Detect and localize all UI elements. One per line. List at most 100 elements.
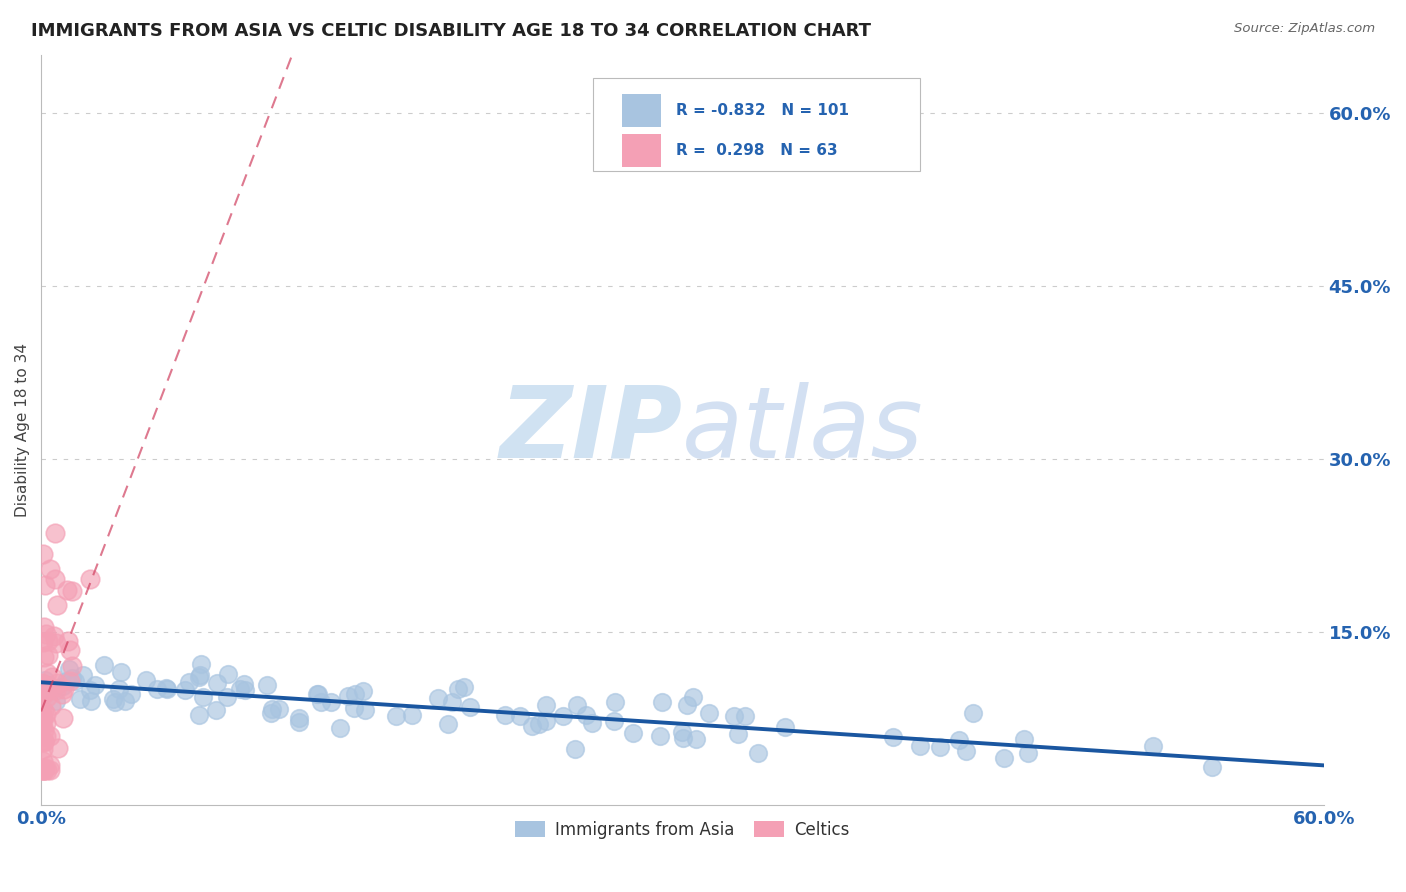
- Point: [1142, 739, 1164, 753]
- Point: [62, 671, 84, 685]
- Point: [55, 673, 77, 688]
- Point: [307, 687, 329, 701]
- Point: [38, 764, 60, 778]
- Point: [80, 694, 103, 708]
- Point: [446, 681, 468, 696]
- Point: [156, 682, 179, 697]
- Point: [603, 714, 626, 728]
- Point: [31, 676, 53, 690]
- Point: [56, 583, 79, 598]
- Point: [575, 707, 598, 722]
- Point: [46, 676, 69, 690]
- Point: [534, 714, 557, 729]
- Point: [45, 694, 67, 708]
- Point: [51, 687, 73, 701]
- Point: [205, 675, 228, 690]
- Point: [344, 687, 367, 701]
- Point: [993, 751, 1015, 765]
- Point: [747, 747, 769, 761]
- Point: [233, 682, 256, 697]
- Point: [910, 739, 932, 753]
- Point: [135, 673, 157, 687]
- Point: [53, 682, 76, 697]
- Point: [45, 636, 67, 650]
- Point: [337, 690, 360, 704]
- Text: ZIP: ZIP: [499, 382, 682, 479]
- Point: [353, 703, 375, 717]
- Point: [672, 731, 695, 745]
- Point: [60, 584, 83, 599]
- Text: R =  0.298   N = 63: R = 0.298 N = 63: [676, 143, 838, 158]
- Point: [928, 739, 950, 754]
- Point: [682, 690, 704, 705]
- Text: Source: ZipAtlas.com: Source: ZipAtlas.com: [1234, 22, 1375, 36]
- Point: [32, 764, 55, 778]
- Point: [509, 708, 531, 723]
- Point: [32, 723, 55, 737]
- Point: [188, 708, 211, 723]
- Point: [35, 681, 58, 696]
- Point: [35, 716, 58, 731]
- Point: [187, 670, 209, 684]
- Point: [31, 719, 53, 733]
- Point: [256, 678, 278, 692]
- Point: [32, 764, 55, 778]
- Point: [697, 706, 720, 721]
- Point: [32, 734, 55, 748]
- Point: [32, 682, 55, 697]
- Point: [93, 658, 115, 673]
- Point: [494, 708, 516, 723]
- Point: [39, 562, 62, 576]
- Point: [37, 690, 59, 704]
- Point: [955, 744, 977, 758]
- Point: [671, 725, 693, 739]
- Point: [34, 673, 56, 687]
- Point: [727, 727, 749, 741]
- Point: [401, 707, 423, 722]
- Point: [321, 695, 343, 709]
- Point: [193, 690, 215, 705]
- Point: [564, 742, 586, 756]
- Point: [453, 680, 475, 694]
- Point: [34, 578, 56, 592]
- Point: [651, 695, 673, 709]
- Point: [262, 702, 284, 716]
- Text: atlas: atlas: [682, 382, 924, 479]
- Point: [215, 690, 238, 704]
- Point: [46, 741, 69, 756]
- Point: [35, 729, 58, 743]
- Point: [60, 658, 83, 673]
- Point: [305, 688, 328, 702]
- Point: [110, 665, 132, 679]
- Point: [69, 691, 91, 706]
- Point: [120, 688, 142, 702]
- Point: [39, 698, 62, 713]
- Point: [37, 648, 59, 663]
- Point: [59, 674, 82, 689]
- Point: [108, 682, 131, 697]
- Point: [104, 695, 127, 709]
- Point: [1012, 731, 1035, 746]
- Point: [31, 547, 53, 561]
- Point: [32, 650, 55, 665]
- Point: [32, 713, 55, 727]
- Point: [59, 643, 82, 657]
- Point: [72, 668, 94, 682]
- Point: [734, 708, 756, 723]
- Point: [52, 711, 75, 725]
- Point: [44, 628, 66, 642]
- Point: [32, 635, 55, 649]
- Point: [63, 673, 86, 688]
- Point: [621, 726, 644, 740]
- Point: [45, 598, 67, 612]
- Point: [56, 633, 79, 648]
- Point: [31, 712, 53, 726]
- Bar: [621, 95, 661, 127]
- Point: [565, 698, 588, 712]
- Point: [329, 721, 352, 735]
- Point: [34, 761, 56, 775]
- Point: [676, 698, 699, 713]
- Point: [114, 694, 136, 708]
- Point: [37, 634, 59, 648]
- Point: [84, 678, 107, 692]
